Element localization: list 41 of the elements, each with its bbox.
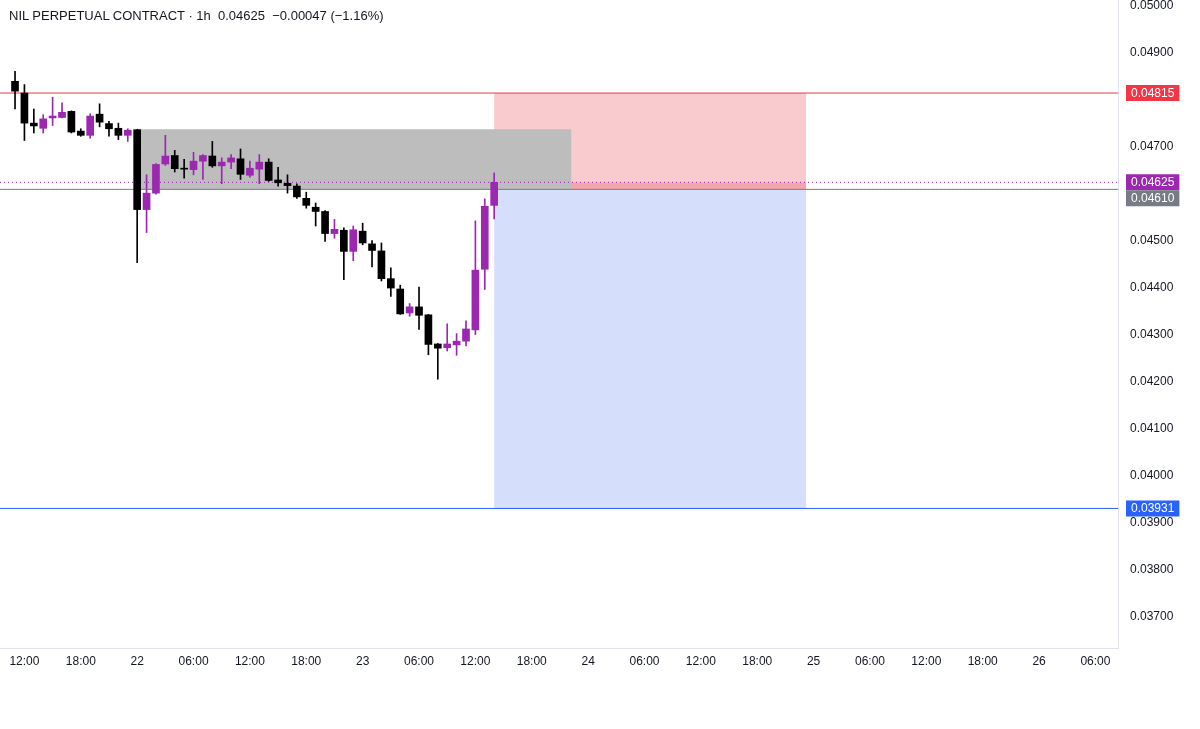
x-tick-label: 18:00 bbox=[65, 653, 97, 668]
ref-line-label: 0.04610 bbox=[1131, 191, 1175, 206]
x-tick-label: 18:00 bbox=[967, 653, 999, 668]
ref-line-label: 0.04625 bbox=[1131, 175, 1175, 190]
x-tick-label: 12:00 bbox=[9, 653, 40, 668]
x-tick-label: 12:00 bbox=[234, 653, 266, 668]
y-tick-label: 0.04000 bbox=[1130, 468, 1174, 483]
x-tick-label: 25 bbox=[806, 653, 821, 668]
y-tick-label: 0.03700 bbox=[1130, 609, 1174, 624]
candlestick bbox=[415, 286, 423, 330]
x-tick-label: 12:00 bbox=[685, 653, 717, 668]
y-tick-label: 0.04400 bbox=[1130, 280, 1174, 295]
x-tick-label: 06:00 bbox=[404, 653, 435, 668]
x-tick-label: 06:00 bbox=[629, 653, 660, 668]
candlestick bbox=[199, 154, 207, 180]
x-tick-label: 23 bbox=[355, 653, 370, 668]
x-tick-label: 06:00 bbox=[178, 653, 209, 668]
y-tick-label: 0.04300 bbox=[1130, 327, 1174, 342]
x-tick-label: 22 bbox=[130, 653, 145, 668]
y-tick-label: 0.04500 bbox=[1130, 233, 1174, 248]
y-tick-label: 0.04100 bbox=[1130, 421, 1174, 436]
x-tick-label: 26 bbox=[1032, 653, 1047, 668]
y-tick-label: 0.04700 bbox=[1130, 139, 1174, 154]
y-tick-label: 0.05000 bbox=[1130, 0, 1174, 13]
x-tick-label: 18:00 bbox=[742, 653, 773, 668]
candlestick bbox=[433, 343, 442, 380]
x-tick-label: 18:00 bbox=[516, 653, 548, 668]
y-tick-label: 0.04200 bbox=[1130, 374, 1174, 389]
x-tick-label: 12:00 bbox=[460, 653, 491, 668]
y-tick-label: 0.03900 bbox=[1130, 515, 1174, 530]
y-tick-label: 0.04900 bbox=[1130, 45, 1174, 60]
ref-line-label: 0.04815 bbox=[1131, 85, 1175, 100]
ref-line-label: 0.03931 bbox=[1131, 501, 1175, 516]
x-tick-label: 06:00 bbox=[854, 653, 886, 668]
y-tick-label: 0.03800 bbox=[1130, 562, 1174, 577]
x-tick-label: 24 bbox=[581, 653, 596, 668]
x-tick-label: 18:00 bbox=[291, 653, 322, 668]
candlestick bbox=[443, 323, 452, 352]
x-tick-label: 06:00 bbox=[1080, 653, 1111, 668]
text: NIL PERPETUAL CONTRACT · 1h 0.04625 −0.00047 (−1.16%) bbox=[9, 8, 384, 24]
x-tick-label: 12:00 bbox=[911, 653, 942, 668]
